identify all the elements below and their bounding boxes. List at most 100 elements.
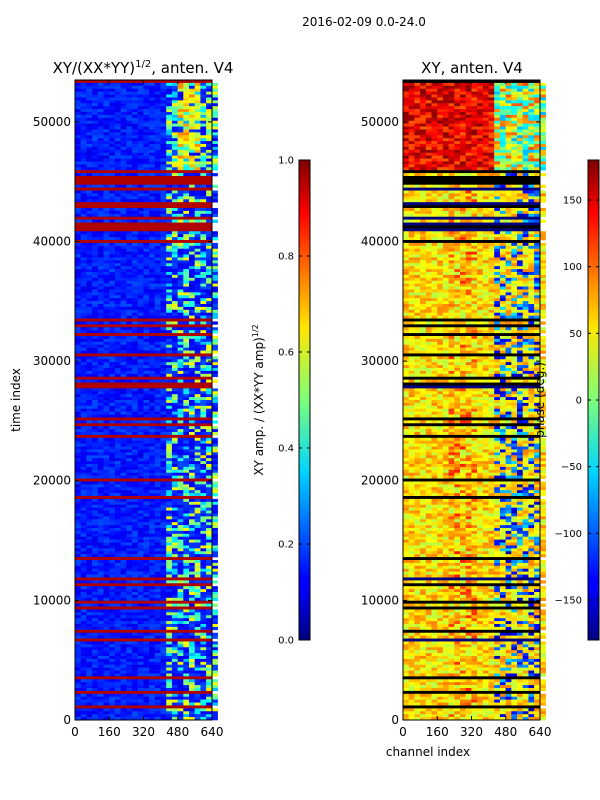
heatmap-cell xyxy=(120,661,127,666)
heatmap-cell xyxy=(200,350,207,354)
heatmap-cell xyxy=(143,402,150,407)
heatmap-cell xyxy=(171,100,178,104)
heatmap-cell xyxy=(137,173,144,177)
heatmap-cell xyxy=(97,106,104,110)
heatmap-cell xyxy=(92,199,99,203)
heatmap-cell xyxy=(120,164,127,168)
heatmap-cell xyxy=(171,432,178,436)
heatmap-cell xyxy=(200,615,207,619)
heatmap-cell xyxy=(75,621,82,625)
heatmap-cell xyxy=(154,408,161,412)
heatmap-cell xyxy=(97,539,104,543)
heatmap-cell xyxy=(126,245,133,250)
heatmap-cell xyxy=(200,365,207,369)
heatmap-cell xyxy=(149,621,156,625)
heatmap-cell xyxy=(149,597,156,602)
heatmap-cell xyxy=(200,469,207,474)
heatmap-cell xyxy=(114,574,121,578)
heatmap-cell xyxy=(154,106,161,110)
heatmap-cell xyxy=(75,193,82,197)
heatmap-cell xyxy=(114,644,121,648)
heatmap-cell xyxy=(200,565,207,570)
heatmap-cell xyxy=(97,670,104,674)
heatmap-cell xyxy=(154,272,161,276)
heatmap-cell xyxy=(189,490,196,494)
heatmap-cell xyxy=(97,184,104,188)
heatmap-cell xyxy=(75,370,82,375)
heatmap-cell xyxy=(149,251,156,255)
heatmap-cell xyxy=(80,193,87,197)
heatmap-cell xyxy=(206,565,213,570)
heatmap-cell xyxy=(97,274,104,279)
heatmap-cell xyxy=(132,717,139,721)
heatmap-cell xyxy=(211,507,218,511)
heatmap-cell xyxy=(183,344,190,348)
heatmap-cell xyxy=(80,560,87,564)
heatmap-cell xyxy=(137,586,144,590)
heatmap-cell xyxy=(109,359,116,363)
heatmap-cell xyxy=(109,650,116,654)
heatmap-cell xyxy=(75,286,82,290)
heatmap-cell xyxy=(522,106,529,110)
heatmap-cell xyxy=(166,289,173,293)
heatmap-cell xyxy=(211,574,218,578)
heatmap-cell xyxy=(189,388,196,392)
heatmap-cell xyxy=(80,626,87,631)
heatmap-cell xyxy=(206,184,213,188)
heatmap-cell xyxy=(114,565,121,570)
heatmap-cell xyxy=(171,277,178,282)
heatmap-cell xyxy=(92,711,99,715)
heatmap-cell xyxy=(206,272,213,276)
heatmap-cell xyxy=(189,88,196,92)
heatmap-cell xyxy=(103,536,110,540)
heatmap-cell xyxy=(120,469,127,474)
heatmap-cell xyxy=(194,405,201,410)
heatmap-cell xyxy=(143,673,150,677)
heatmap-cell xyxy=(92,504,99,508)
heatmap-cell xyxy=(211,277,218,282)
heatmap-cell xyxy=(403,112,410,116)
heatmap-cell xyxy=(109,400,116,404)
heatmap-cell xyxy=(171,708,178,712)
heatmap-cell xyxy=(149,370,156,375)
heatmap-cell xyxy=(154,542,161,546)
flagged-row xyxy=(75,222,212,226)
heatmap-cell xyxy=(109,289,116,293)
heatmap-cell xyxy=(103,193,110,197)
heatmap-cell xyxy=(132,568,139,572)
heatmap-cell xyxy=(80,548,87,552)
heatmap-cell xyxy=(137,402,144,407)
heatmap-cell xyxy=(120,100,127,104)
heatmap-cell xyxy=(194,530,201,535)
flagged-row xyxy=(75,353,212,357)
heatmap-cell xyxy=(132,504,139,508)
heatmap-cell xyxy=(80,528,87,532)
heatmap-cell xyxy=(132,464,139,468)
heatmap-cell xyxy=(189,114,196,119)
heatmap-cell xyxy=(86,461,93,465)
heatmap-cell xyxy=(200,458,207,462)
heatmap-cell xyxy=(154,487,161,491)
heatmap-cell xyxy=(120,327,127,331)
heatmap-cell xyxy=(86,315,93,319)
heatmap-cell xyxy=(80,321,87,325)
heatmap-cell xyxy=(189,516,196,520)
heatmap-cell xyxy=(177,408,184,412)
heatmap-cell xyxy=(171,260,178,264)
heatmap-cell xyxy=(92,362,99,366)
heatmap-cell xyxy=(132,528,139,532)
heatmap-cell xyxy=(109,341,116,346)
heatmap-cell xyxy=(194,542,201,546)
heatmap-cell xyxy=(103,653,110,657)
heatmap-cell xyxy=(166,237,173,241)
heatmap-cell xyxy=(154,414,161,418)
heatmap-cell xyxy=(154,466,161,471)
heatmap-cell xyxy=(206,493,213,497)
heatmap-cell xyxy=(206,574,213,578)
heatmap-cell xyxy=(194,597,201,602)
heatmap-cell xyxy=(200,397,207,401)
heatmap-cell xyxy=(75,685,82,689)
heatmap-cell xyxy=(160,391,167,395)
heatmap-cell xyxy=(132,615,139,619)
heatmap-cell xyxy=(92,545,99,549)
